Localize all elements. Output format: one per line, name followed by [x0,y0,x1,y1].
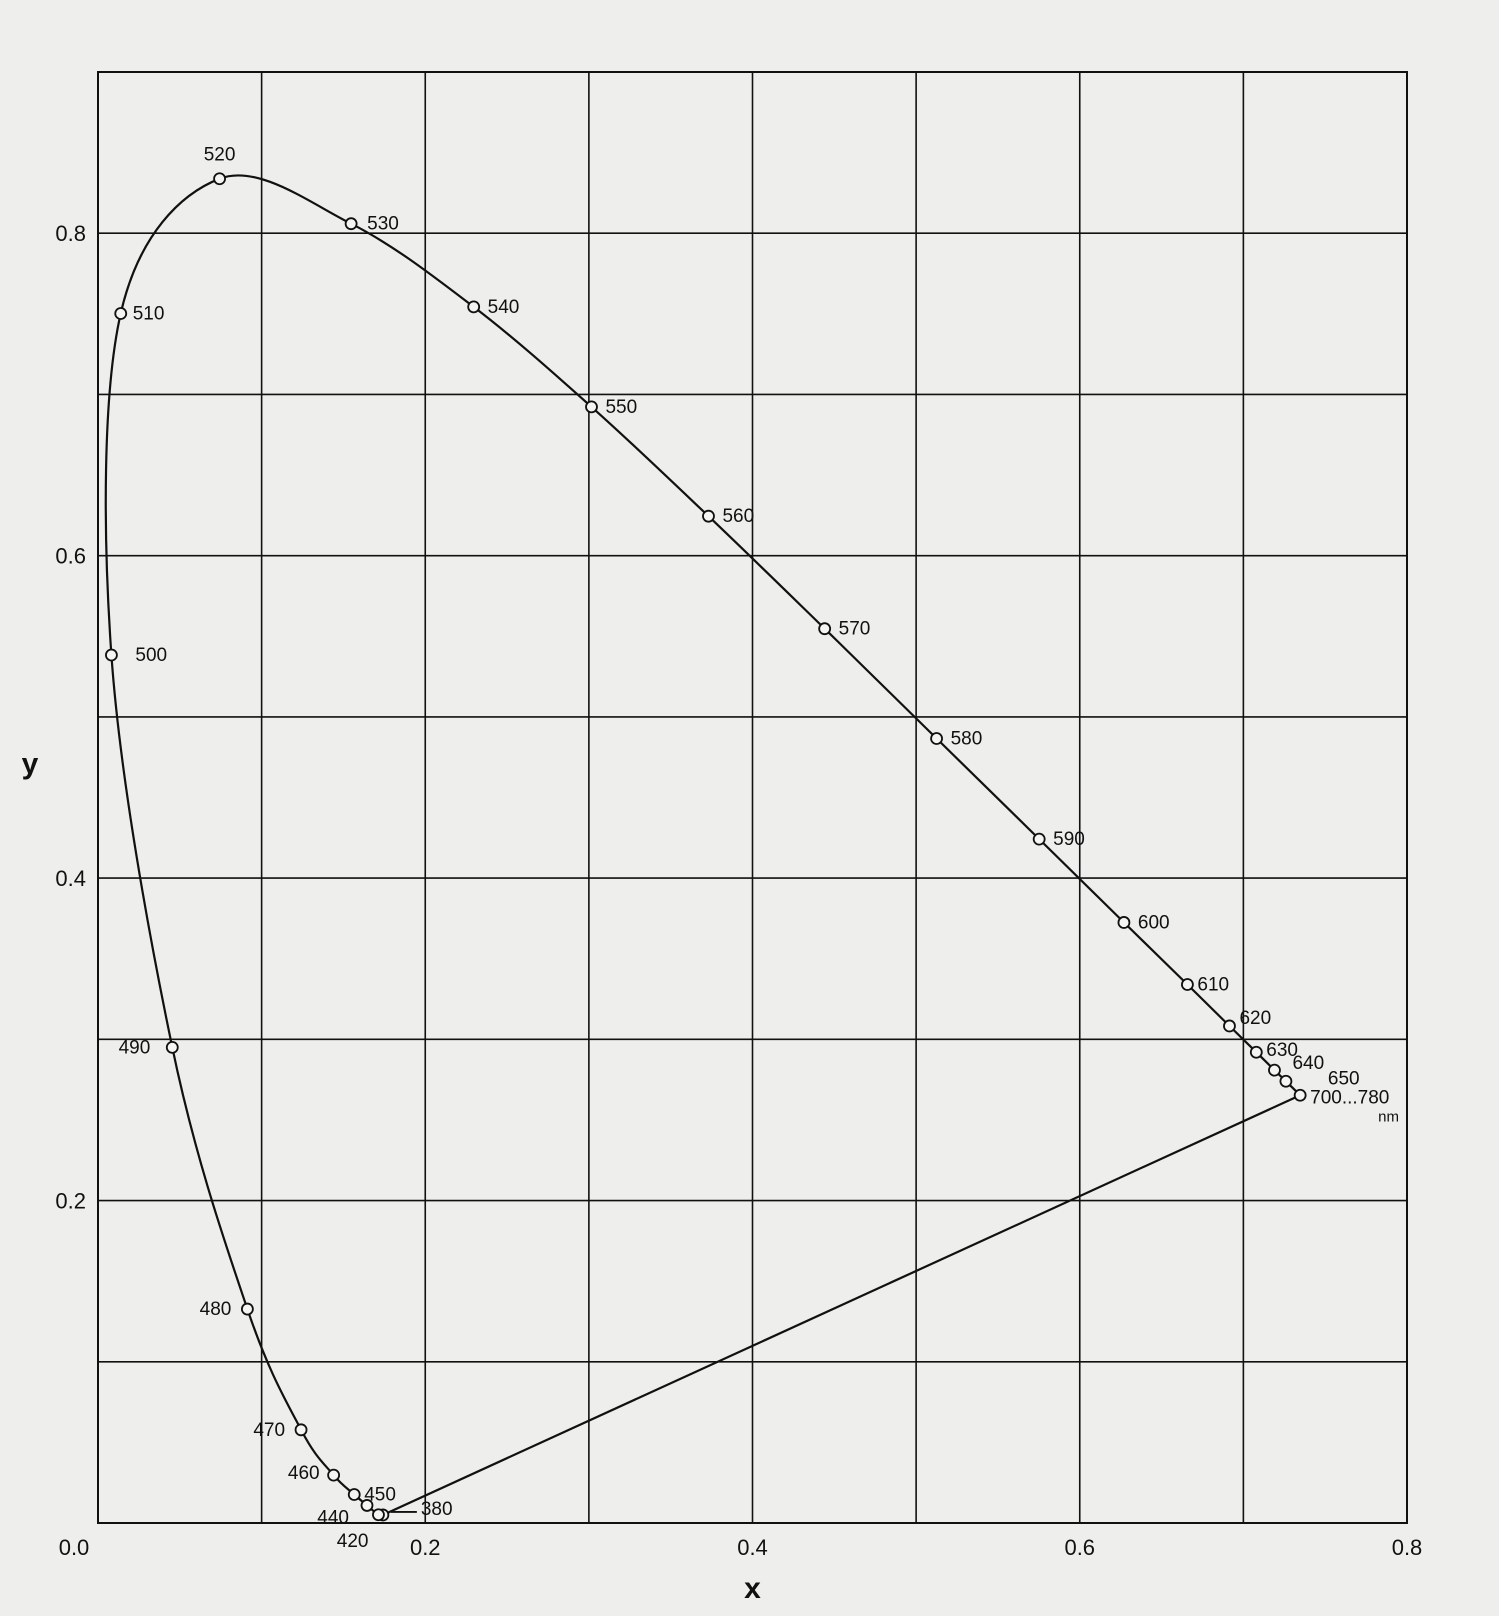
wavelength-label: 560 [722,506,754,527]
x-tick-label: 0.0 [59,1535,90,1560]
wavelength-label: 580 [951,728,983,749]
wavelength-label: 520 [204,145,236,166]
wavelength-label: 460 [288,1463,320,1484]
y-tick-label: 0.2 [55,1189,86,1214]
wavelength-marker [1223,1019,1236,1033]
wavelength-marker [360,1499,374,1512]
wavelength-marker [105,648,118,662]
wavelength-marker [1181,978,1194,991]
wavelength-label: 640 [1292,1053,1324,1074]
wavelength-label: 470 [253,1420,285,1441]
wavelength-marker [344,217,358,231]
y-axis-title: y [22,747,39,780]
wavelength-label: 490 [119,1037,151,1058]
y-tick-label: 0.8 [55,221,86,246]
wavelength-label: 450 [364,1484,396,1505]
wavelength-marker [585,400,598,414]
wavelength-label: 550 [605,397,637,418]
wavelength-marker [347,1488,361,1501]
wavelength-marker [294,1423,308,1437]
wavelength-label: 700...780 [1310,1087,1389,1108]
wavelength-marker [1293,1088,1307,1102]
wavelength-marker [1032,832,1046,846]
wavelength-marker [372,1508,385,1522]
wavelength-marker [1268,1063,1281,1077]
wavelength-marker [930,732,943,745]
wavelength-label: 440 [317,1507,349,1528]
wavelength-label: 530 [367,214,399,235]
x-tick-label: 0.8 [1392,1535,1423,1560]
wavelength-label: 540 [488,297,520,318]
wavelength-label: 650 [1328,1068,1360,1089]
wavelength-label: 590 [1053,829,1085,850]
line-of-purples [382,1094,1301,1516]
wavelength-label: 630 [1266,1040,1298,1061]
y-tick-label: 0.4 [55,866,86,891]
wavelength-marker [1279,1074,1293,1088]
wavelength-marker [467,300,481,314]
wavelength-marker [818,622,832,636]
spectral-locus-curve [104,174,1301,1517]
wavelength-marker [165,1040,179,1054]
x-tick-label: 0.4 [737,1535,768,1560]
wavelength-label: 600 [1138,912,1170,933]
y-tick-label: 0.6 [55,544,86,569]
wavelength-marker [240,1302,254,1316]
wavelength-marker [1117,916,1131,929]
wavelength-label: 480 [200,1299,232,1320]
wavelength-label: 510 [133,304,165,325]
wavelength-label: 420 [337,1531,369,1552]
wavelength-marker [114,307,128,320]
wavelength-marker [1249,1045,1263,1059]
wavelength-label: 570 [839,619,871,640]
wavelength-marker [702,509,715,523]
wavelength-label: 500 [135,645,167,666]
wavelength-marker [327,1468,341,1482]
x-tick-label: 0.2 [410,1535,441,1560]
wavelength-label: 610 [1197,975,1229,996]
wavelength-label: 380 [421,1499,453,1520]
wavelength-marker [213,172,226,186]
wavelength-unit-label: nm [1378,1108,1399,1125]
wavelength-label: 620 [1239,1008,1271,1029]
x-axis-title: x [744,1572,761,1605]
x-tick-label: 0.6 [1064,1535,1095,1560]
